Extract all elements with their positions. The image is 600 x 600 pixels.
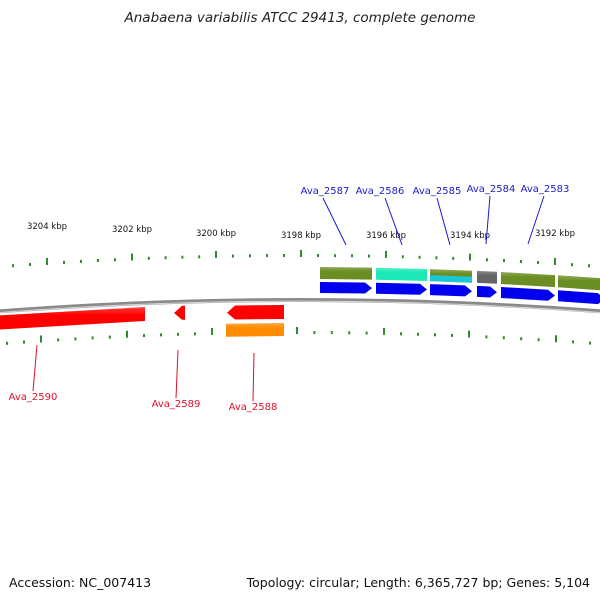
reverse-gene-label: Ava_2590	[9, 392, 58, 403]
reverse-gene-arrow	[174, 305, 185, 320]
forward-cds-bar	[501, 272, 555, 288]
lower-tick-row	[6, 327, 591, 345]
reverse-gene-arrow	[227, 305, 284, 320]
upper-tick-row	[12, 250, 590, 268]
forward-cds-bar	[376, 267, 427, 281]
accession-label: Accession: NC_007413	[9, 575, 152, 590]
forward-gene-label: Ava_2583	[521, 184, 570, 195]
forward-gene-arrow	[430, 284, 472, 297]
map-title: Anabaena variabilis ATCC 29413, complete…	[124, 10, 476, 26]
forward-gene-arrow	[477, 285, 497, 298]
forward-gene-label: Ava_2584	[467, 184, 516, 195]
scale-label: 3198 kbp	[281, 231, 321, 241]
forward-gene-arrow	[501, 287, 555, 301]
forward-cds-bar	[320, 267, 372, 280]
scale-label: 3200 kbp	[196, 229, 236, 239]
forward-leader-line	[322, 197, 347, 246]
reverse-leader-line	[32, 344, 38, 392]
reverse-gene-label: Ava_2588	[229, 402, 278, 413]
reverse-cds-bar	[226, 323, 284, 337]
forward-gene-arrow	[376, 282, 427, 295]
scale-label: 3204 kbp	[27, 222, 67, 232]
forward-gene-label: Ava_2586	[356, 186, 405, 197]
forward-leader-line	[527, 195, 545, 245]
forward-gene-label: Ava_2587	[301, 186, 350, 197]
forward-leader-line	[384, 197, 403, 246]
forward-cds-bar	[558, 275, 600, 291]
forward-cds-bar	[477, 270, 497, 284]
forward-leader-line	[436, 197, 451, 246]
scale-label: 3192 kbp	[535, 229, 575, 239]
forward-gene-arrow	[558, 290, 600, 305]
reverse-leader-line	[252, 352, 255, 402]
reverse-gene-label: Ava_2589	[152, 399, 201, 410]
topology-summary: Topology: circular; Length: 6,365,727 bp…	[246, 575, 590, 590]
scale-label: 3194 kbp	[450, 231, 490, 241]
scale-label: 3202 kbp	[112, 225, 152, 235]
backbone-highlight	[0, 300, 600, 314]
reverse-gene-arrow	[0, 307, 145, 330]
reverse-leader-line	[175, 349, 179, 399]
forward-gene-arrow	[320, 282, 372, 294]
forward-cds-stripe	[430, 275, 472, 283]
forward-leader-line	[485, 195, 491, 245]
scale-label: 3196 kbp	[366, 231, 406, 241]
genome-backbone	[0, 297, 600, 314]
forward-gene-label: Ava_2585	[413, 186, 462, 197]
